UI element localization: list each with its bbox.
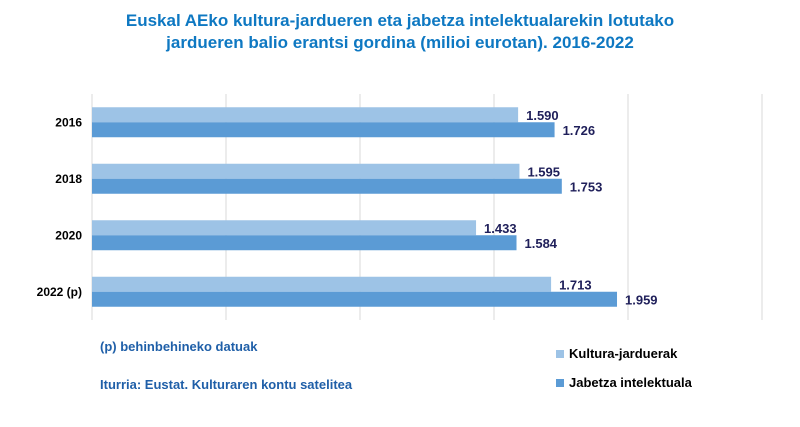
data-label: 1.726 [563,123,596,138]
bar [92,107,519,123]
legend-swatch-jabetza [556,379,564,387]
data-label: 1.959 [625,292,658,307]
bar [92,276,552,292]
legend-label-kultura: Kultura-jarduerak [569,346,678,361]
data-label: 1.433 [484,221,517,236]
data-label: 1.753 [570,179,603,194]
legend-swatch-kultura [556,350,564,358]
source-note: Iturria: Eustat. Kulturaren kontu sateli… [100,377,353,392]
data-label: 1.584 [525,236,558,251]
category-label: 2016 [55,115,82,129]
bar [92,235,517,251]
data-label: 1.713 [559,277,592,292]
chart-title-line2: jardueren balio erantsi gordina (milioi … [166,33,634,52]
legend-item-kultura: Kultura-jarduerak [556,346,677,361]
data-label: 1.590 [526,108,559,123]
legend-label-jabetza: Jabetza intelektuala [569,375,692,390]
data-label: 1.595 [527,164,560,179]
chart-title-line1: Euskal AEko kultura-jardueren eta jabetz… [125,11,675,30]
bar [92,291,618,307]
provisional-note: (p) behinbehineko datuak [100,339,258,354]
bar [92,122,555,138]
chart-title: Euskal AEko kultura-jardueren eta jabetz… [0,10,800,54]
bar [92,220,477,236]
category-label: 2018 [55,172,82,186]
category-label: 2020 [55,228,82,242]
bar [92,163,520,179]
category-label: 2022 (p) [37,285,82,299]
bar [92,178,562,194]
legend-item-jabetza: Jabetza intelektuala [556,375,692,390]
